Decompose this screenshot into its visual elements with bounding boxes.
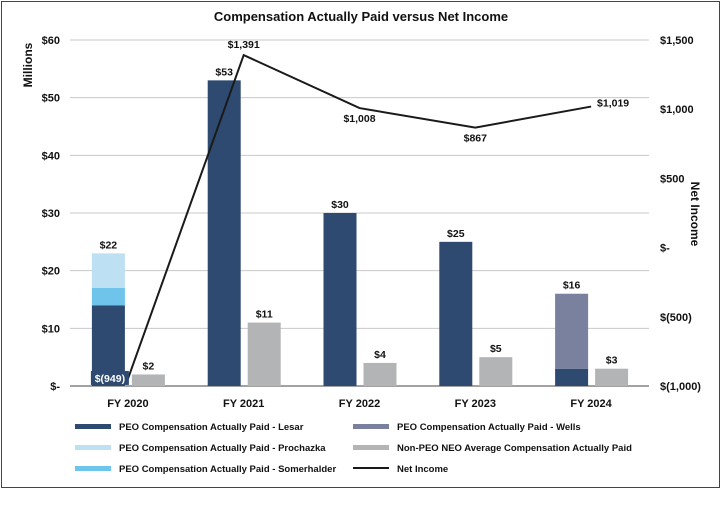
bars: $22 $2 $53 $11 $30 $4 $25 $5 $16 $3 — [91, 66, 629, 386]
y2-tick-label: $(1,000) — [660, 381, 701, 393]
y2-axis-title: Net Income — [688, 182, 702, 247]
net-income-label: $(949) — [95, 373, 125, 385]
x-tick-label: FY 2023 — [455, 398, 496, 410]
y-tick-label: $- — [50, 381, 60, 393]
peo-total-label: $53 — [215, 66, 233, 78]
x-tick-label: FY 2020 — [107, 398, 148, 410]
y-tick-label: $30 — [42, 208, 60, 220]
peo-bar-segment — [91, 253, 125, 288]
y2-axis-ticks: $(1,000) $(500) $- $500 $1,000 $1,500 — [660, 35, 701, 393]
legend-label: Non-PEO NEO Average Compensation Actuall… — [397, 443, 632, 454]
neo-bar — [595, 368, 629, 386]
net-income-label: $1,391 — [228, 39, 260, 51]
y2-tick-label: $500 — [660, 173, 684, 185]
peo-total-label: $30 — [331, 199, 349, 211]
neo-bar-label: $11 — [256, 309, 273, 321]
neo-bar — [363, 362, 397, 386]
y-axis-ticks: $- $10 $20 $30 $40 $50 $60 — [42, 35, 61, 393]
y2-tick-label: $1,000 — [660, 104, 694, 116]
net-income-label: $1,019 — [597, 98, 629, 110]
y-axis-title: Millions — [21, 42, 35, 87]
legend-swatch — [75, 466, 111, 471]
legend-swatch — [353, 445, 389, 450]
peo-bar-segment — [207, 80, 241, 386]
legend-label: Net Income — [397, 464, 448, 475]
legend-swatch — [75, 445, 111, 450]
x-axis-labels: FY 2020 FY 2021 FY 2022 FY 2023 FY 2024 — [107, 398, 612, 410]
legend-label: PEO Compensation Actually Paid - Somerha… — [119, 464, 336, 475]
legend: PEO Compensation Actually Paid - Lesar PE… — [75, 422, 632, 475]
chart-title: Compensation Actually Paid versus Net In… — [214, 9, 508, 24]
chart-frame — [1, 1, 720, 488]
x-tick-label: FY 2021 — [223, 398, 264, 410]
y2-tick-label: $(500) — [660, 312, 692, 324]
net-income-label: $867 — [464, 133, 488, 145]
peo-bar-segment — [555, 293, 589, 369]
peo-bar-segment — [439, 241, 473, 386]
y-tick-label: $60 — [42, 35, 60, 47]
legend-swatch — [353, 424, 389, 429]
peo-total-label: $25 — [447, 228, 465, 240]
peo-bar-segment — [323, 213, 357, 386]
y2-tick-label: $1,500 — [660, 35, 694, 47]
net-income-line — [126, 53, 592, 380]
neo-bar — [247, 322, 281, 386]
peo-total-label: $22 — [100, 239, 118, 251]
y-tick-label: $50 — [42, 93, 60, 105]
peo-bar-segment — [555, 368, 589, 386]
y-tick-label: $10 — [42, 323, 60, 335]
legend-label: PEO Compensation Actually Paid - Wells — [397, 422, 581, 433]
peo-bar-segment — [91, 287, 125, 306]
neo-bar — [479, 357, 513, 386]
neo-bar-label: $3 — [606, 355, 618, 367]
neo-bar-label: $5 — [490, 343, 502, 355]
neo-bar — [131, 374, 165, 386]
y-tick-label: $20 — [42, 266, 60, 278]
legend-swatch — [75, 424, 111, 429]
x-tick-label: FY 2022 — [339, 398, 380, 410]
net-income-line-group: $(949) $1,391 $1,008 $867 $1,019 — [90, 39, 629, 385]
net-income-label: $1,008 — [343, 113, 375, 125]
net-income-label-bg — [90, 370, 129, 385]
neo-bar-label: $4 — [374, 349, 386, 361]
y-tick-label: $40 — [42, 150, 60, 162]
x-tick-label: FY 2024 — [570, 398, 612, 410]
gridlines — [70, 39, 649, 387]
peo-total-label: $16 — [563, 280, 581, 292]
legend-label: PEO Compensation Actually Paid - Prochaz… — [119, 443, 326, 454]
neo-bar-label: $2 — [143, 360, 155, 372]
y2-tick-label: $- — [660, 243, 670, 255]
legend-label: PEO Compensation Actually Paid - Lesar — [119, 422, 304, 433]
